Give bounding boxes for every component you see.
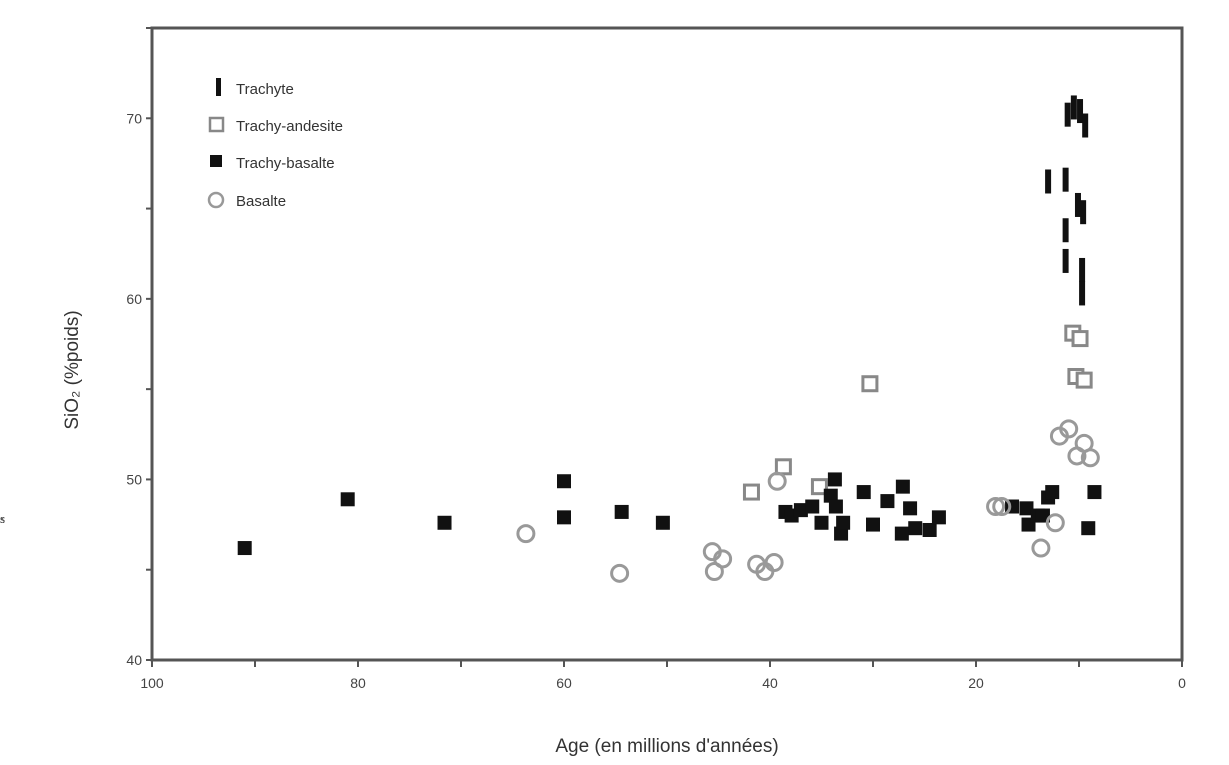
point-trachy-basalte (1035, 508, 1050, 523)
point-trachy-basalte (836, 515, 851, 530)
x-tick-label: 40 (762, 675, 778, 691)
point-trachy-basalte (655, 515, 670, 530)
point-trachy-basalte (1081, 521, 1096, 536)
point-trachy-basalte (614, 504, 629, 519)
point-basalte (1045, 513, 1065, 533)
point-trachy-basalte (827, 472, 842, 487)
legend-item-trachyte: Trachyte (216, 78, 294, 98)
point-trachy-basalte (823, 488, 838, 503)
legend-swatch-trachy-andesite (208, 116, 225, 133)
point-trachyte (1045, 169, 1052, 194)
point-trachy-basalte (793, 503, 808, 518)
legend-item-trachy-andesite: Trachy-andesite (208, 116, 343, 135)
legend-swatch-basalte (207, 191, 225, 209)
edge-fragment: s (0, 511, 6, 526)
point-trachy-basalte (834, 526, 849, 541)
point-trachyte (1062, 167, 1069, 192)
edge-fragment: · (0, 511, 5, 526)
legend-label-trachy-basalte: Trachy-basalte (236, 155, 335, 172)
point-trachyte (1074, 192, 1081, 217)
point-trachy-basalte (828, 499, 843, 514)
point-trachyte (1079, 257, 1086, 282)
x-tick-label: 100 (140, 675, 164, 691)
point-trachyte (1064, 102, 1071, 127)
x-tick-label: 0 (1178, 675, 1186, 691)
point-trachy-basalte (856, 485, 871, 500)
point-trachy-basalte (908, 521, 923, 536)
point-basalte (702, 542, 722, 562)
point-trachy-basalte (805, 499, 820, 514)
point-basalte (992, 497, 1012, 517)
legend-label-trachy-andesite: Trachy-andesite (236, 118, 343, 135)
y-tick-label: 60 (126, 291, 142, 307)
x-tick-label: 20 (968, 675, 984, 691)
edge-fragment: s (0, 511, 6, 526)
point-trachy-andesite (742, 483, 760, 501)
point-trachy-andesite (1071, 330, 1089, 348)
legend-item-basalte: Basalte (207, 191, 286, 210)
point-basalte (610, 563, 630, 583)
point-trachy-basalte (866, 517, 880, 532)
point-basalte (767, 471, 787, 491)
point-trachy-basalte (557, 510, 571, 525)
point-trachyte (1082, 113, 1089, 138)
legend-item-trachy-basalte: Trachy-basalte (210, 155, 335, 172)
y-tick-label: 50 (126, 471, 142, 487)
point-trachy-andesite (774, 458, 792, 476)
point-basalte (1031, 538, 1051, 558)
x-tick-label: 60 (556, 675, 572, 691)
point-trachy-basalte (814, 515, 829, 530)
point-trachy-andesite (861, 375, 879, 393)
point-basalte (1049, 426, 1069, 446)
legend-label-basalte: Basalte (236, 193, 286, 210)
point-trachy-andesite (810, 478, 828, 496)
point-trachy-basalte (1045, 485, 1060, 500)
edge-fragment: s (0, 511, 6, 526)
y-axis-title: SiO₂ (%poids) (62, 310, 83, 429)
data-marks (237, 95, 1102, 583)
legend-swatch-trachyte (216, 78, 221, 96)
point-trachy-basalte (237, 541, 252, 556)
y-tick-label: 70 (126, 110, 142, 126)
point-trachyte (1077, 99, 1084, 124)
point-trachy-basalte (1019, 501, 1034, 516)
point-trachy-basalte (895, 479, 910, 494)
point-trachy-basalte (340, 492, 355, 507)
point-trachy-basalte (894, 526, 909, 541)
point-basalte (986, 497, 1006, 517)
y-tick-label: 40 (126, 652, 142, 668)
axes: 100 80 60 40 20 0 40 50 60 70 (126, 27, 1186, 691)
x-tick-label: 80 (350, 675, 366, 691)
point-basalte (516, 524, 536, 544)
point-basalte (764, 552, 784, 572)
point-trachyte (1062, 218, 1069, 243)
point-trachy-basalte (922, 522, 937, 537)
point-trachyte (1070, 95, 1077, 120)
point-trachy-andesite (1075, 371, 1093, 389)
point-trachy-basalte (437, 515, 452, 530)
legend-label-trachyte: Trachyte (236, 81, 294, 98)
point-basalte (1080, 448, 1100, 468)
point-trachy-basalte (880, 494, 895, 509)
point-trachyte (1080, 200, 1087, 225)
legend-swatch-trachy-basalte (210, 155, 222, 167)
point-trachy-basalte (931, 510, 946, 525)
x-axis-title: Age (en millions d'années) (555, 736, 778, 757)
point-trachy-basalte (557, 474, 571, 489)
point-trachyte (1079, 281, 1086, 306)
point-trachyte (1062, 248, 1069, 273)
legend: Trachyte Trachy-andesite Trachy-basalte … (207, 78, 343, 210)
point-trachy-basalte (903, 501, 918, 516)
edge-fragment: s (0, 511, 6, 526)
point-trachy-basalte (1087, 485, 1102, 500)
edge-fragment: · (0, 511, 5, 526)
